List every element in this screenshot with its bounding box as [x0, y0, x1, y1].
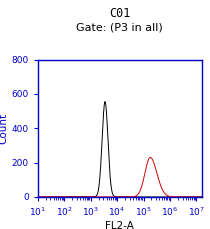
- Y-axis label: Count: Count: [0, 113, 9, 144]
- X-axis label: FL2-A: FL2-A: [105, 221, 134, 229]
- Text: Gate: (P3 in all): Gate: (P3 in all): [76, 23, 163, 33]
- Text: C01: C01: [109, 7, 130, 20]
